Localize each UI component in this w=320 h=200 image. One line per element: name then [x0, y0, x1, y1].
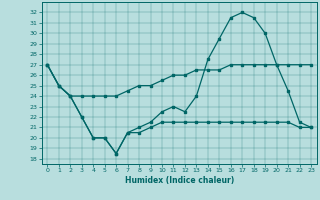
X-axis label: Humidex (Indice chaleur): Humidex (Indice chaleur): [124, 176, 234, 185]
